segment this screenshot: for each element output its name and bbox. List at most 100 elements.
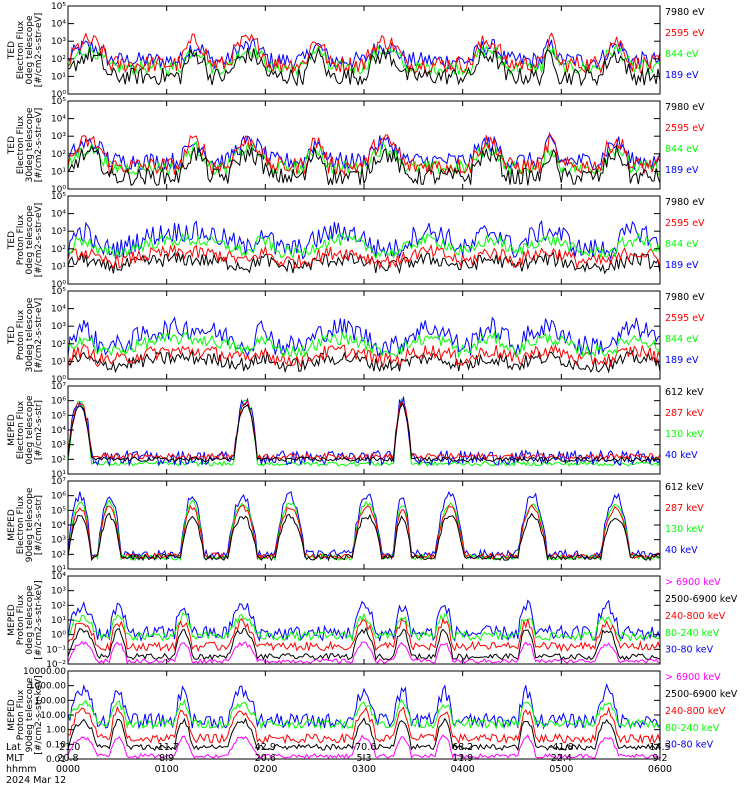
y-axis-label: MEPED	[7, 604, 17, 636]
series-line-c1	[68, 612, 661, 643]
y-tick-label: 10³	[51, 132, 66, 142]
y-tick-label: 0.01	[46, 755, 66, 765]
y-axis-label: Proton Flux	[16, 309, 26, 360]
panel-4: 10⁰ 10¹ 10² 10³ 10⁴ 10⁵ TED Proton Flux 30deg te…	[7, 287, 705, 385]
series-line-c0	[67, 37, 661, 71]
legend-entry: 2500-6900 keV	[665, 689, 738, 700]
y-axis-label: Electron Flux	[16, 495, 26, 554]
x-tick-hhmm: 0100	[155, 764, 179, 775]
x-tick-hhmm: 0500	[549, 764, 573, 775]
legend-entry: 844 eV	[665, 144, 699, 155]
series-line-c1	[67, 43, 661, 77]
x-tick-mlt: 20.6	[255, 753, 276, 764]
series-line-c0	[67, 220, 661, 261]
y-axis-label: [#/cm2-s-str]	[34, 400, 44, 460]
x-tick-lat: -21.0	[56, 742, 81, 753]
legend-entry: 80-240 keV	[665, 628, 720, 639]
y-axis-label: TED	[7, 326, 17, 345]
date-label: 2024 Mar 12	[6, 775, 66, 786]
y-tick-label: 10³	[51, 227, 66, 237]
y-tick-label: 10²	[51, 245, 66, 255]
legend-entry: 130 keV	[665, 524, 704, 535]
series-line-c1	[67, 698, 661, 730]
y-tick-label: 10¹	[51, 357, 66, 367]
y-tick-label: 10⁴	[51, 521, 66, 531]
y-tick-label: 10²	[51, 601, 66, 611]
series-line-c3	[67, 402, 661, 463]
legend-entry: 30-80 keV	[665, 740, 714, 751]
legend-entry: 844 eV	[665, 334, 699, 345]
panel-3: 10⁰ 10¹ 10² 10³ 10⁴ 10⁵ TED Proton Flux 0deg tel…	[7, 192, 705, 290]
legend-entry: 240-800 keV	[665, 611, 726, 622]
legend-entry: 40 keV	[665, 545, 698, 556]
legend-entry: 844 eV	[665, 49, 699, 60]
y-tick-label: 10.00	[40, 711, 66, 721]
series-line-c3	[67, 349, 661, 374]
series-line-c3	[67, 717, 661, 752]
legend-entry: 7980 eV	[665, 7, 705, 18]
x-tick-hhmm: 0000	[56, 764, 80, 775]
y-tick-label: 0.10	[46, 740, 66, 750]
y-tick-label: 10⁵	[51, 287, 66, 297]
y-tick-label: 1.00	[46, 726, 66, 736]
series-line-c2	[67, 618, 661, 653]
y-axis-label: [#/cm2-s-str-keV]	[34, 675, 44, 754]
series-line-c1	[67, 330, 661, 359]
x-row-label: Lat	[6, 742, 21, 753]
legend-entry: 189 eV	[665, 260, 699, 271]
y-axis-label: 0deg telescope	[25, 395, 35, 465]
y-tick-label: 10³	[51, 322, 66, 332]
x-tick-mlt: 22.4	[551, 753, 572, 764]
series-line-c2	[67, 343, 661, 368]
y-axis-label: Proton Flux	[16, 689, 26, 740]
legend-entry: 7980 eV	[665, 102, 705, 113]
legend-entry: 2500-6900 keV	[665, 594, 738, 605]
y-tick-label: 10⁴	[51, 115, 66, 125]
x-tick-lat: 42.9	[255, 742, 276, 753]
y-axis-label: TED	[7, 136, 17, 155]
y-tick-label: 1000.00	[29, 682, 66, 692]
y-axis-label: [#/cm2-s-str-eV]	[34, 203, 44, 278]
legend-entry: 189 eV	[665, 165, 699, 176]
y-axis-label: MEPED	[7, 414, 17, 446]
y-tick-label: 10⁰	[51, 185, 66, 195]
x-tick-mlt: 11.9	[452, 753, 473, 764]
y-tick-label: 10¹	[51, 470, 66, 480]
series-line-c2	[67, 131, 661, 177]
x-tick-mlt: 9.2	[652, 753, 667, 764]
y-tick-label: 10⁴	[51, 572, 66, 582]
legend-entry: 7980 eV	[665, 197, 705, 208]
x-tick-hhmm: 0400	[451, 764, 475, 775]
y-axis-label: [#/cm2-s-str-eV]	[34, 13, 44, 88]
x-tick-hhmm: 0200	[253, 764, 277, 775]
y-tick-label: 10⁵	[51, 411, 66, 421]
y-axis-label: TED	[7, 231, 17, 250]
x-tick-mlt: 20.8	[57, 753, 78, 764]
x-row-label: hhmm	[6, 764, 37, 775]
y-tick-label: 10¹	[51, 167, 66, 177]
legend-entry: 2595 eV	[665, 123, 705, 134]
y-tick-label: 10²	[51, 55, 66, 65]
legend-entry: 287 keV	[665, 503, 704, 514]
y-tick-label: 10¹	[51, 616, 66, 626]
series-line-c0	[67, 490, 661, 560]
y-tick-label: 10⁴	[51, 210, 66, 220]
y-tick-label: 10⁰	[51, 90, 66, 100]
y-axis-label: Electron Flux	[16, 400, 26, 459]
y-tick-label: 10⁴	[51, 20, 66, 30]
series-line-c2	[68, 705, 661, 745]
y-tick-label: 10³	[51, 587, 66, 597]
legend-entry: 189 eV	[665, 355, 699, 366]
y-tick-label: 10¹	[51, 262, 66, 272]
y-tick-label: 10²	[51, 550, 66, 560]
y-tick-label: 10⁰	[51, 375, 66, 385]
y-axis-label: MEPED	[7, 509, 17, 541]
legend-entry: 80-240 keV	[665, 723, 720, 734]
y-axis-label: 30deg telescope	[25, 107, 35, 182]
x-tick-lat: -70.6	[352, 742, 377, 753]
legend-entry: 287 keV	[665, 408, 704, 419]
legend-entry: 240-800 keV	[665, 706, 726, 717]
